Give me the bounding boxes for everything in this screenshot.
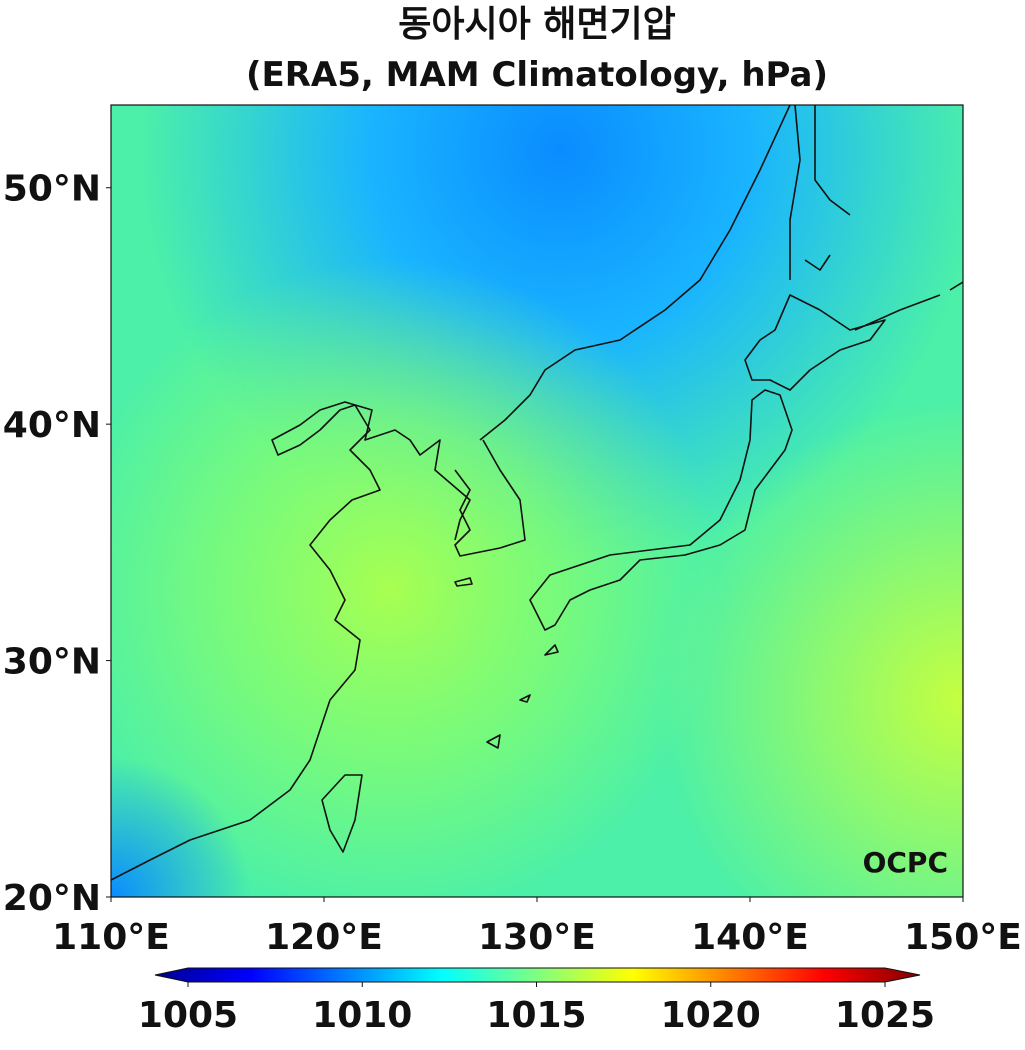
x-tick-label: 110°E <box>52 917 170 958</box>
colorbar: 1005 1010 1015 1020 1025 <box>138 967 935 1036</box>
colorbar-bar <box>154 967 921 983</box>
y-tick-label: 50°N <box>3 169 101 210</box>
subtitle: (ERA5, MAM Climatology, hPa) <box>246 55 828 95</box>
y-tick-label: 20°N <box>3 878 101 919</box>
colorbar-tick-label: 1020 <box>661 995 761 1036</box>
y-tick-label: 40°N <box>3 405 101 446</box>
x-tick-label: 120°E <box>265 917 383 958</box>
colorbar-tick-label: 1015 <box>486 995 586 1036</box>
map-field: OCPC <box>111 105 963 897</box>
x-tick-label: 140°E <box>691 917 809 958</box>
colorbar-tick-label: 1025 <box>835 995 935 1036</box>
axes: 110°E 120°E 130°E 140°E 150°E 20°N 30°N 40°N 50°… <box>3 169 1022 958</box>
coastlines <box>111 105 963 881</box>
colorbar-tick-label: 1005 <box>138 995 238 1036</box>
x-tick-label: 150°E <box>904 917 1022 958</box>
x-tick-label: 130°E <box>478 917 596 958</box>
watermark: OCPC <box>863 846 948 879</box>
y-tick-label: 30°N <box>3 642 101 683</box>
colorbar-tick-label: 1010 <box>312 995 412 1036</box>
title: 동아시아 해면기압 <box>398 4 676 45</box>
